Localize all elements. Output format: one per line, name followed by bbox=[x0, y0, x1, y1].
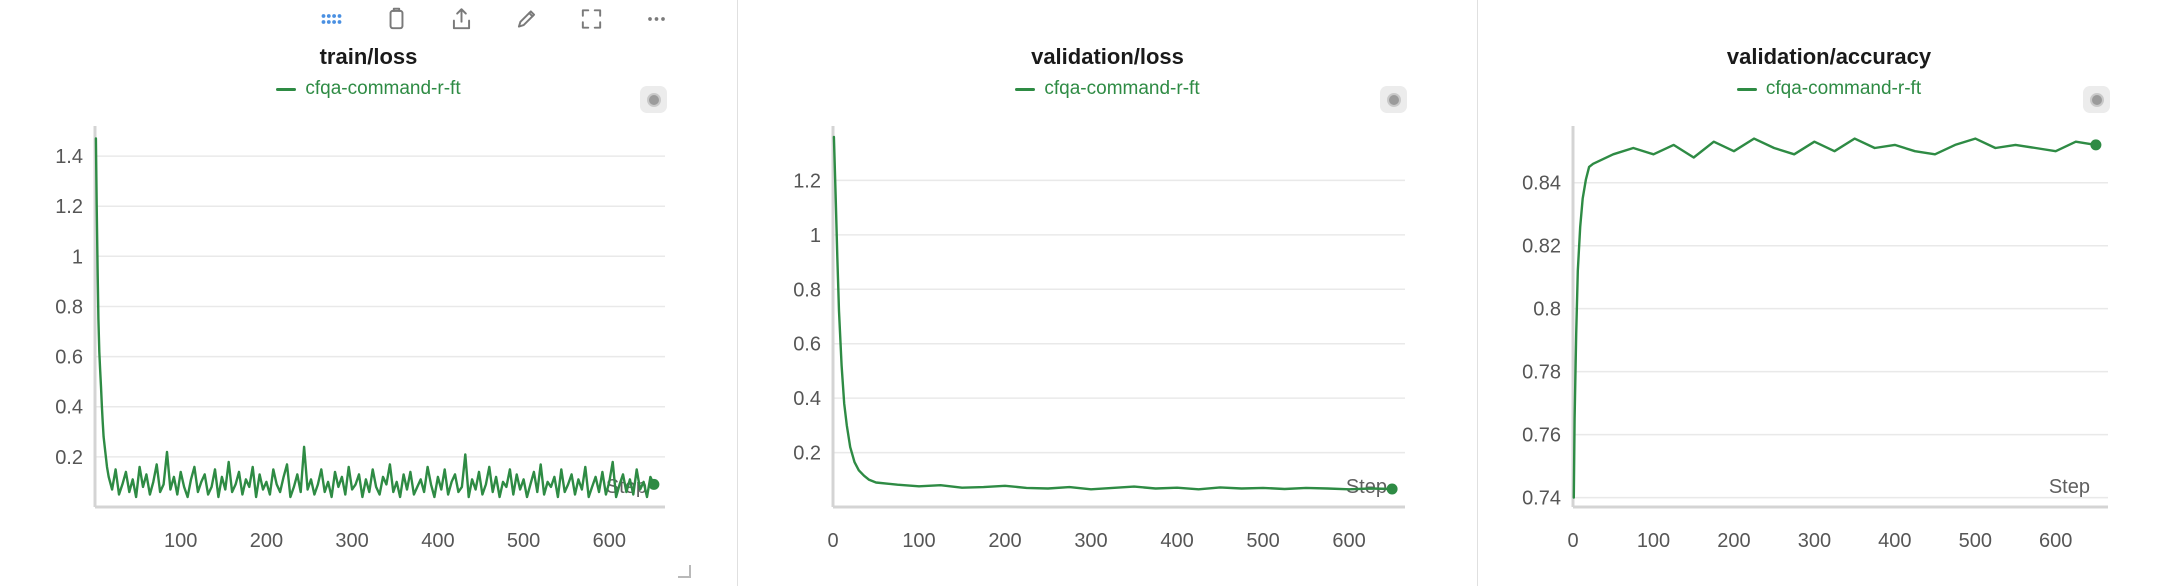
chart-legend[interactable]: cfqa-command-r-ft bbox=[0, 78, 737, 100]
y-tick-label: 0.74 bbox=[1522, 488, 1561, 510]
series-end-dot[interactable] bbox=[1386, 483, 1398, 495]
drag-grid-icon[interactable] bbox=[316, 4, 346, 34]
panel-validation-loss: validation/loss cfqa-command-r-ft 0.2 0.4… bbox=[737, 0, 1477, 586]
y-tick-label: 0.2 bbox=[55, 447, 83, 469]
export-icon[interactable] bbox=[446, 4, 476, 34]
step-label: Step bbox=[1346, 476, 1387, 498]
legend-label: cfqa-command-r-ft bbox=[1044, 78, 1200, 99]
x-tick-label: 600 bbox=[593, 530, 626, 552]
x-tick-label: 300 bbox=[1074, 530, 1107, 552]
chart-title: validation/accuracy bbox=[1726, 44, 1932, 69]
y-tick-label: 1 bbox=[810, 225, 821, 247]
y-tick-label: 0.78 bbox=[1522, 362, 1561, 384]
chart-area: 0.2 0.4 0.6 0.8 1 1.2 0 100 200 300 400 500 600 Step bbox=[738, 112, 1477, 582]
series-line[interactable] bbox=[1572, 137, 2098, 499]
y-tick-label: 0.6 bbox=[793, 334, 821, 356]
x-tick-label: 0 bbox=[1567, 530, 1578, 552]
validation-loss-chart[interactable]: 0.2 0.4 0.6 0.8 1 1.2 0 100 200 300 400 500 600 Step bbox=[738, 112, 1477, 582]
x-tick-label: 0 bbox=[827, 530, 838, 552]
x-tick-label: 500 bbox=[1246, 530, 1279, 552]
y-tick-label: 0.8 bbox=[55, 297, 83, 319]
y-tick-label: 0.8 bbox=[1533, 299, 1561, 321]
y-tick-label: 0.2 bbox=[793, 443, 821, 465]
run-marker-chip[interactable] bbox=[1380, 86, 1407, 113]
chart-legend[interactable]: cfqa-command-r-ft bbox=[738, 78, 1477, 100]
x-tick-label: 100 bbox=[902, 530, 935, 552]
run-marker-icon bbox=[646, 92, 661, 107]
legend-swatch bbox=[1015, 87, 1036, 91]
y-tick-label: 0.4 bbox=[793, 388, 821, 410]
x-tick-label: 400 bbox=[1160, 530, 1193, 552]
y-tick-label: 0.82 bbox=[1522, 236, 1561, 258]
panel-validation-accuracy: validation/accuracy cfqa-command-r-ft 0.… bbox=[1477, 0, 2180, 586]
y-tick-label: 1 bbox=[72, 246, 83, 268]
y-tick-label: 0.76 bbox=[1522, 425, 1561, 447]
y-tick-label: 1.2 bbox=[793, 170, 821, 192]
chart-title: validation/loss bbox=[1031, 44, 1184, 69]
series-line[interactable] bbox=[94, 137, 656, 499]
chart-area: 0.2 0.4 0.6 0.8 1 1.2 1.4 100 200 300 400 500 600 Ste… bbox=[0, 112, 737, 582]
panel-train-loss: train/loss cfqa-command-r-ft 0.2 0.4 0.6 0.… bbox=[0, 0, 737, 586]
series-end-dot[interactable] bbox=[2090, 139, 2102, 151]
run-marker-icon bbox=[2089, 92, 2104, 107]
x-tick-label: 400 bbox=[1878, 530, 1911, 552]
copy-icon[interactable] bbox=[381, 4, 411, 34]
x-tick-label: 500 bbox=[1959, 530, 1992, 552]
x-tick-label: 600 bbox=[1332, 530, 1365, 552]
chart-legend[interactable]: cfqa-command-r-ft bbox=[1478, 78, 2180, 100]
chart-title: train/loss bbox=[319, 44, 418, 69]
run-marker-chip[interactable] bbox=[640, 86, 667, 113]
x-tick-label: 300 bbox=[335, 530, 368, 552]
legend-swatch bbox=[1736, 87, 1757, 91]
series-line[interactable] bbox=[832, 135, 1394, 491]
fullscreen-icon[interactable] bbox=[576, 4, 606, 34]
x-tick-label: 200 bbox=[1717, 530, 1750, 552]
y-tick-label: 0.84 bbox=[1522, 173, 1561, 195]
run-marker-icon bbox=[1386, 92, 1401, 107]
x-tick-label: 100 bbox=[164, 530, 197, 552]
x-tick-label: 400 bbox=[421, 530, 454, 552]
step-label: Step bbox=[2049, 476, 2090, 498]
legend-label: cfqa-command-r-ft bbox=[1765, 78, 1922, 99]
resize-handle[interactable] bbox=[678, 565, 691, 578]
run-marker-chip[interactable] bbox=[2083, 86, 2110, 113]
y-tick-label: 1.4 bbox=[55, 146, 83, 168]
legend-label: cfqa-command-r-ft bbox=[305, 78, 461, 99]
overflow-menu-icon[interactable] bbox=[641, 4, 671, 34]
y-tick-label: 0.6 bbox=[55, 347, 83, 369]
chart-area: 0.74 0.76 0.78 0.8 0.82 0.84 0 100 200 300 400 500 6… bbox=[1478, 112, 2180, 582]
x-tick-label: 200 bbox=[988, 530, 1021, 552]
x-tick-label: 300 bbox=[1798, 530, 1831, 552]
validation-accuracy-chart[interactable]: 0.74 0.76 0.78 0.8 0.82 0.84 0 100 200 300 400 500 6… bbox=[1478, 112, 2180, 582]
legend-swatch bbox=[276, 87, 297, 91]
series-end-dot[interactable] bbox=[648, 478, 660, 490]
y-tick-label: 0.4 bbox=[55, 397, 83, 419]
edit-icon[interactable] bbox=[511, 4, 541, 34]
x-tick-label: 500 bbox=[507, 530, 540, 552]
x-tick-label: 600 bbox=[2039, 530, 2072, 552]
y-tick-label: 1.2 bbox=[55, 196, 83, 218]
x-tick-label: 200 bbox=[250, 530, 283, 552]
x-tick-label: 100 bbox=[1637, 530, 1670, 552]
panel-toolbar bbox=[316, 4, 671, 34]
y-tick-label: 0.8 bbox=[793, 279, 821, 301]
